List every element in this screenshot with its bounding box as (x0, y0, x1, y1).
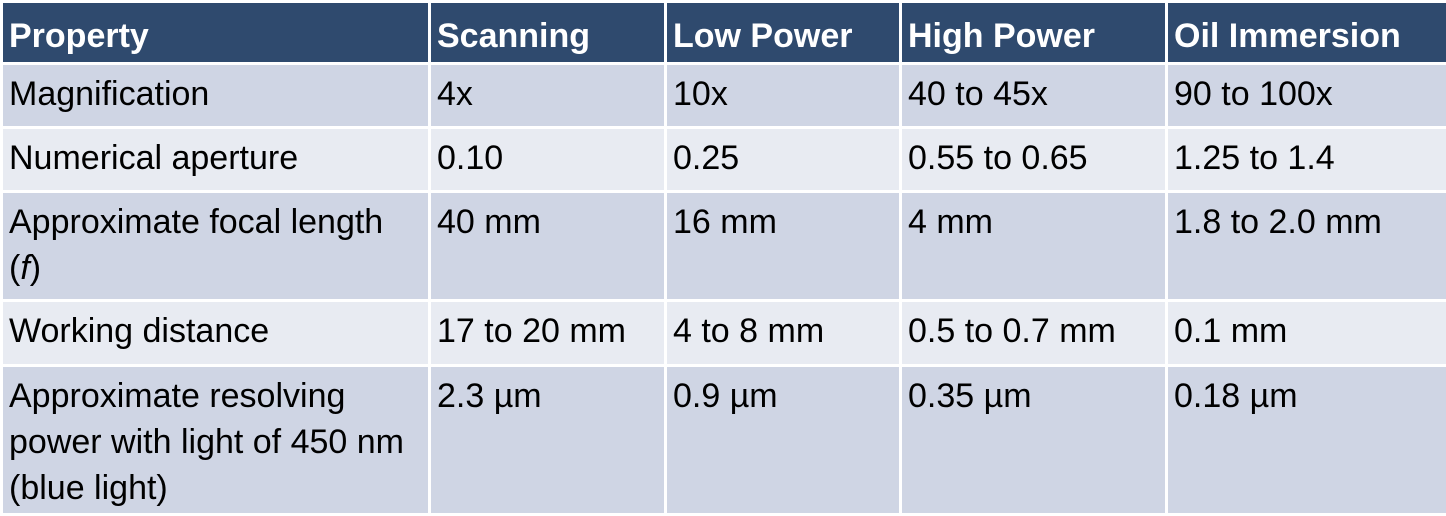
table-cell: 40 to 45x (901, 64, 1167, 128)
table-cell: 4x (430, 64, 666, 128)
header-row: Property Scanning Low Power High Power O… (2, 2, 1446, 64)
table-row-numerical-aperture: Numerical aperture 0.10 0.25 0.55 to 0.6… (2, 128, 1446, 192)
table-cell: 2.3 µm (430, 366, 666, 515)
focal-symbol: f (20, 249, 29, 287)
row-label-text: Approximate focal length ( (9, 203, 383, 287)
table-cell: 16 mm (666, 192, 901, 301)
table-row-focal-length: Approximate focal length (f) 40 mm 16 mm… (2, 192, 1446, 301)
table-cell: 1.8 to 2.0 mm (1167, 192, 1446, 301)
table-row-magnification: Magnification 4x 10x 40 to 45x 90 to 100… (2, 64, 1446, 128)
row-label: Approximate resolving power with light o… (2, 366, 430, 515)
table-cell: 0.18 µm (1167, 366, 1446, 515)
header-high-power: High Power (901, 2, 1167, 64)
table-cell: 0.1 mm (1167, 301, 1446, 366)
table-cell: 10x (666, 64, 901, 128)
row-label: Working distance (2, 301, 430, 366)
header-low-power: Low Power (666, 2, 901, 64)
header-scanning: Scanning (430, 2, 666, 64)
table-cell: 0.25 (666, 128, 901, 192)
table-cell: 17 to 20 mm (430, 301, 666, 366)
header-oil-immersion: Oil Immersion (1167, 2, 1446, 64)
table-cell: 90 to 100x (1167, 64, 1446, 128)
table-cell: 0.9 µm (666, 366, 901, 515)
table-cell: 4 mm (901, 192, 1167, 301)
table-cell: 1.25 to 1.4 (1167, 128, 1446, 192)
table-row-resolving-power: Approximate resolving power with light o… (2, 366, 1446, 515)
table-cell: 4 to 8 mm (666, 301, 901, 366)
row-label: Approximate focal length (f) (2, 192, 430, 301)
table-cell: 0.55 to 0.65 (901, 128, 1167, 192)
table-cell: 0.10 (430, 128, 666, 192)
row-label-close: ) (30, 249, 41, 287)
table-cell: 0.5 to 0.7 mm (901, 301, 1167, 366)
row-label: Magnification (2, 64, 430, 128)
header-property: Property (2, 2, 430, 64)
row-label: Numerical aperture (2, 128, 430, 192)
table-cell: 0.35 µm (901, 366, 1167, 515)
table-cell: 40 mm (430, 192, 666, 301)
table-row-working-distance: Working distance 17 to 20 mm 4 to 8 mm 0… (2, 301, 1446, 366)
